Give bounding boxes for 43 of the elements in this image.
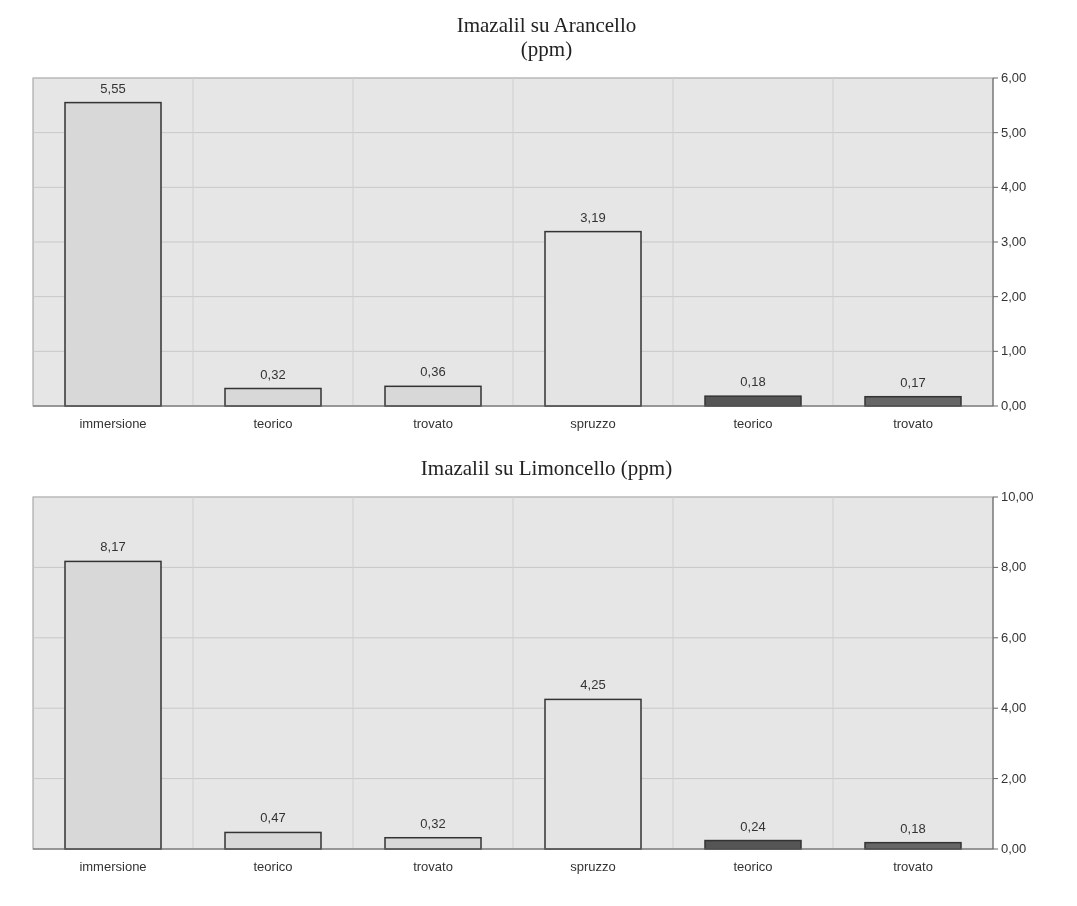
x-tick-label: teorico bbox=[733, 859, 773, 874]
y-tick-label: 6,00 bbox=[1001, 629, 1027, 645]
x-tick-label: trovato bbox=[413, 416, 453, 431]
x-tick-label: immersione bbox=[79, 416, 147, 431]
data-label: 0,32 bbox=[420, 815, 446, 831]
y-tick-label: 10,00 bbox=[1001, 489, 1034, 504]
bar bbox=[64, 101, 162, 407]
y-tick-label: 4,00 bbox=[1001, 179, 1027, 195]
y-tick-label: 5,00 bbox=[1001, 124, 1027, 140]
bar bbox=[384, 385, 482, 407]
x-tick-label: trovato bbox=[893, 416, 933, 431]
data-label: 4,25 bbox=[580, 677, 606, 693]
y-tick-label: 2,00 bbox=[1001, 288, 1027, 304]
data-label: 0,24 bbox=[740, 818, 766, 834]
data-label: 0,36 bbox=[420, 364, 446, 380]
data-label: 3,19 bbox=[580, 209, 606, 225]
y-tick-label: 4,00 bbox=[1001, 700, 1027, 716]
bar bbox=[224, 387, 322, 407]
data-label: 0,17 bbox=[900, 374, 926, 390]
x-tick-label: spruzzo bbox=[570, 416, 616, 431]
data-label: 5,55 bbox=[100, 80, 126, 96]
y-tick-label: 0,00 bbox=[1001, 398, 1027, 413]
bar bbox=[64, 560, 162, 850]
data-label: 8,17 bbox=[100, 539, 126, 555]
x-tick-label: trovato bbox=[413, 859, 453, 874]
x-tick-label: teorico bbox=[733, 416, 773, 431]
x-tick-label: teorico bbox=[253, 859, 293, 874]
y-tick-label: 6,00 bbox=[1001, 70, 1027, 85]
data-label: 0,47 bbox=[260, 810, 286, 826]
chart-title: Imazalil su Limoncello (ppm) bbox=[420, 456, 673, 480]
y-tick-label: 8,00 bbox=[1001, 559, 1027, 575]
y-tick-label: 3,00 bbox=[1001, 234, 1027, 249]
y-tick-label: 1,00 bbox=[1001, 343, 1027, 359]
y-tick-label: 0,00 bbox=[1001, 841, 1027, 856]
x-tick-label: trovato bbox=[893, 859, 933, 874]
x-tick-label: immersione bbox=[79, 859, 147, 874]
data-label: 0,18 bbox=[900, 820, 926, 836]
x-tick-label: spruzzo bbox=[570, 859, 616, 874]
data-label: 0,32 bbox=[260, 366, 286, 382]
y-tick-label: 2,00 bbox=[1001, 770, 1027, 786]
data-label: 0,18 bbox=[740, 374, 766, 390]
chart-title: Imazalil su Arancello (ppm) bbox=[456, 13, 637, 61]
x-tick-label: teorico bbox=[253, 416, 293, 431]
